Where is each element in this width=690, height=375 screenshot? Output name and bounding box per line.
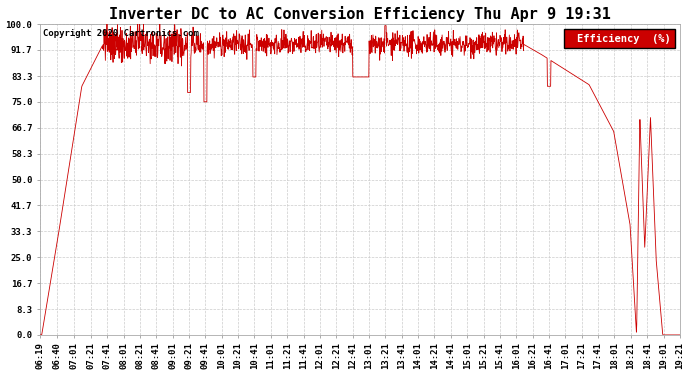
Text: Copyright 2020 Cartronics.com: Copyright 2020 Cartronics.com — [43, 29, 199, 38]
Title: Inverter DC to AC Conversion Efficiency Thu Apr 9 19:31: Inverter DC to AC Conversion Efficiency … — [109, 6, 611, 21]
Legend: Efficiency  (%): Efficiency (%) — [564, 29, 675, 48]
